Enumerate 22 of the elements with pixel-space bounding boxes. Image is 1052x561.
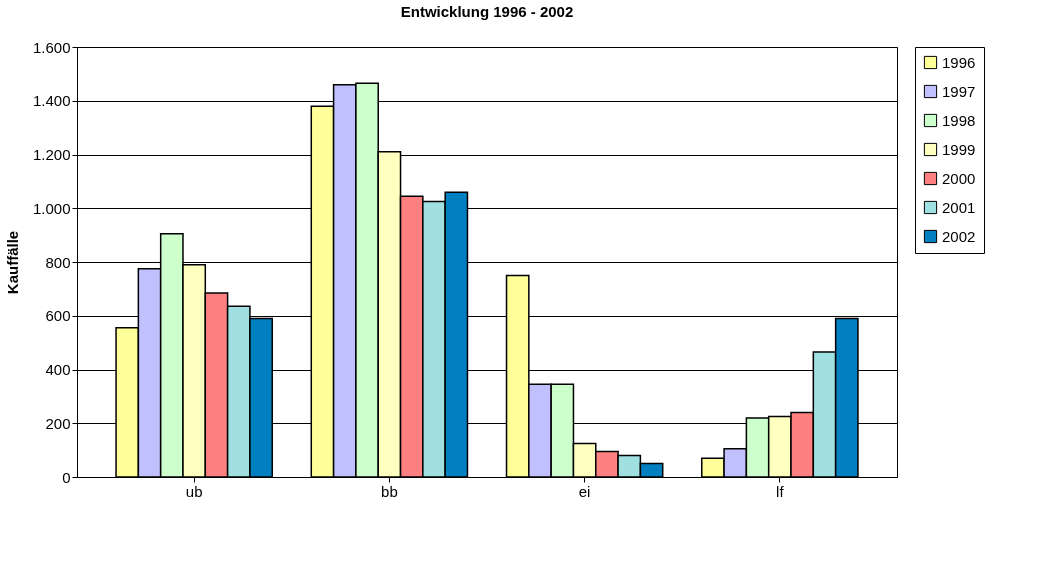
legend-label: 2001 — [942, 198, 976, 216]
y-tick-label: 0 — [62, 468, 71, 486]
y-tick-label: 200 — [45, 414, 71, 432]
x-tick-label: lf — [776, 482, 785, 500]
legend-label: 1997 — [942, 82, 976, 100]
legend-label: 1996 — [942, 53, 976, 71]
y-tick-label: 400 — [45, 361, 71, 378]
y-tick-label: 1.000 — [32, 199, 71, 217]
y-tick-label: 600 — [45, 307, 71, 325]
x-tick-label: bb — [381, 482, 398, 500]
x-tick-label: ub — [185, 482, 203, 500]
legend-label: 1998 — [942, 111, 976, 129]
legend-label: 2000 — [942, 169, 976, 187]
y-tick-label: 800 — [45, 253, 71, 271]
x-tick-label: ei — [578, 482, 591, 500]
legend-label: 1999 — [942, 140, 976, 158]
y-tick-label: 1.200 — [32, 146, 71, 163]
legend-label: 2002 — [942, 227, 976, 245]
chart-title: Entwicklung 1996 - 2002 — [400, 3, 574, 20]
y-axis-title: Kauffälle — [3, 230, 21, 295]
y-tick-label: 1.400 — [32, 92, 71, 110]
y-tick-label: 1.600 — [32, 38, 71, 56]
